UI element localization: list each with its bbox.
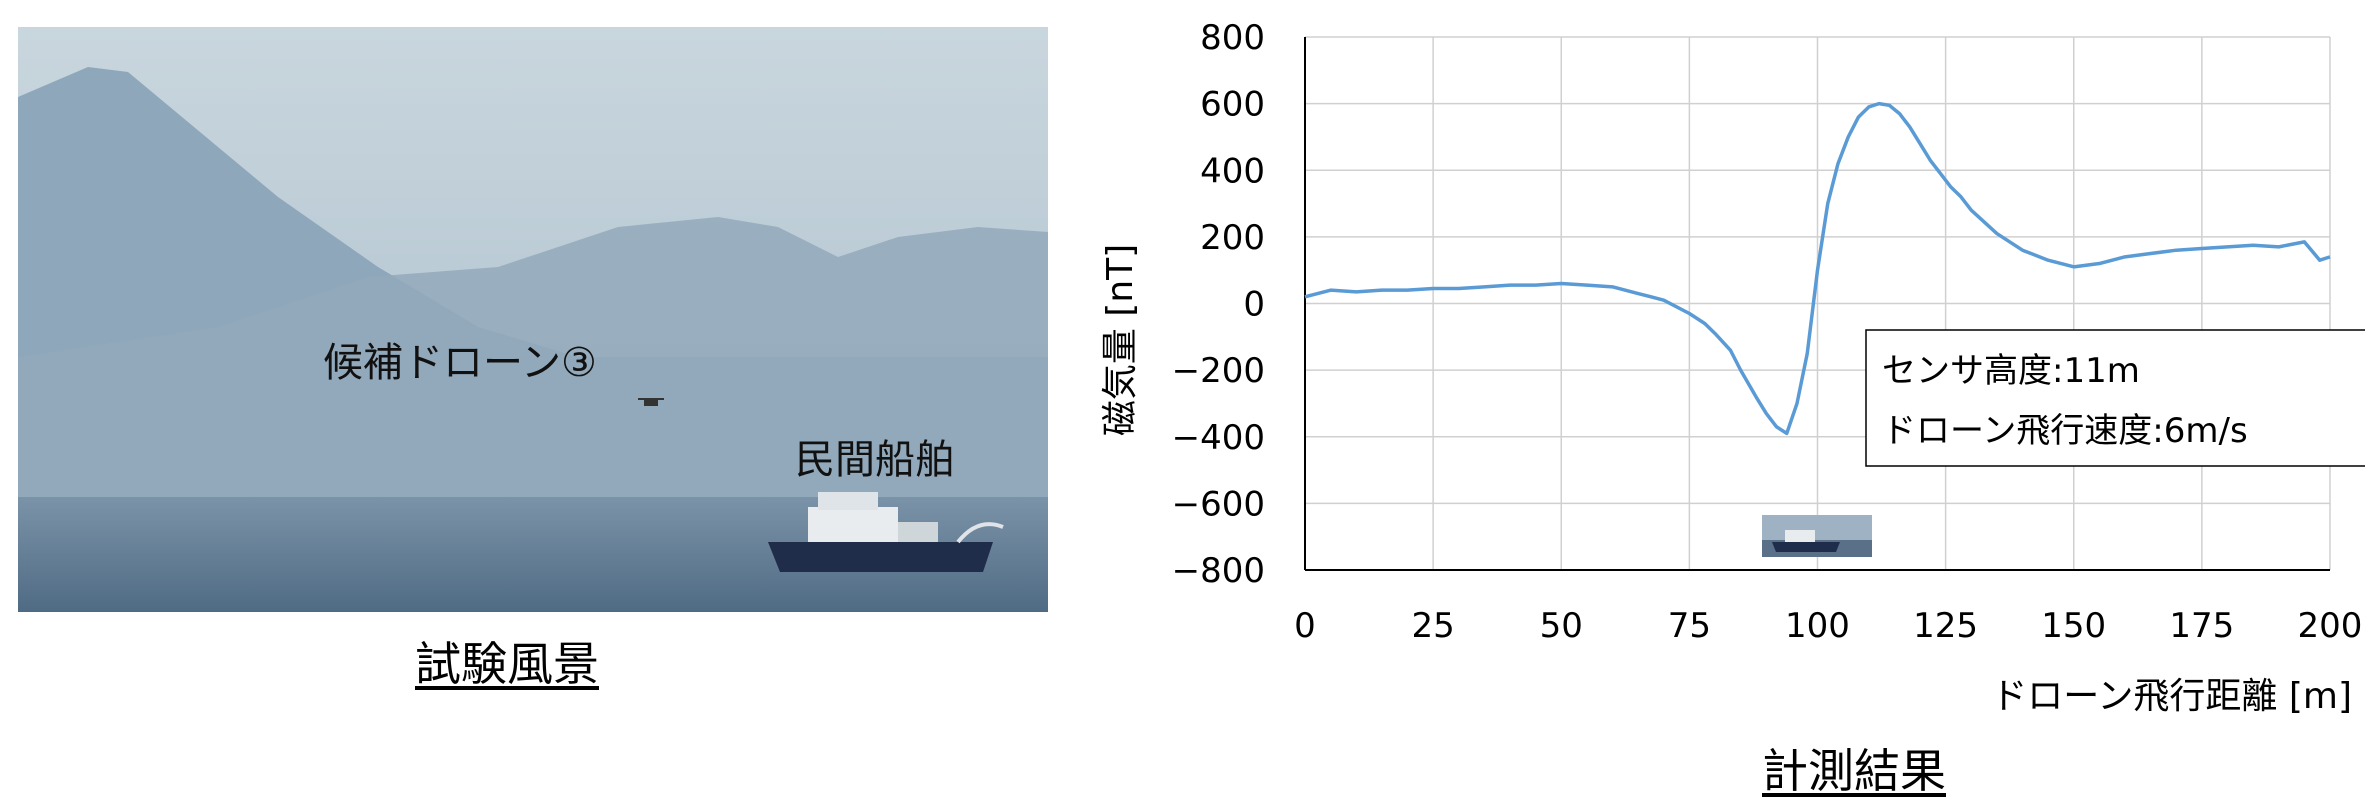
drone-label: 候補ドローン③ (323, 340, 597, 386)
annotation-sensor-height: センサ高度:11m (1882, 351, 2140, 391)
y-axis-title: 磁気量 [nT] (1100, 244, 1141, 436)
y-tick-label: 600 (1200, 85, 1265, 125)
photo-caption: 試験風景 (415, 637, 599, 691)
x-tick-label: 125 (1913, 606, 1978, 646)
y-tick-label: −600 (1172, 484, 1265, 524)
test-scene-photo: 候補ドローン③ 民間船舶 (18, 27, 1048, 612)
x-tick-labels: 0 25 50 75 100 125 150 175 200 (1294, 606, 2362, 646)
y-tick-label: −800 (1172, 551, 1265, 591)
x-tick-label: 75 (1668, 606, 1711, 646)
y-tick-label: 0 (1243, 285, 1265, 325)
chart-plot (1304, 101, 2331, 436)
x-tick-label: 50 (1540, 606, 1583, 646)
annotation-box: センサ高度:11m ドローン飛行速度:6m/s (1865, 329, 2365, 467)
y-tick-label: 200 (1200, 218, 1265, 258)
photo-scene (18, 27, 1048, 612)
y-tick-label: 800 (1200, 18, 1265, 58)
x-axis-title: ドローン飛行距離 [m] (1991, 676, 2352, 717)
y-tick-label: −200 (1172, 351, 1265, 391)
chart-grid (1304, 36, 2331, 571)
drone-icon (638, 398, 664, 406)
chart-caption: 計測結果 (1762, 744, 1946, 798)
ship-icon (768, 492, 1004, 572)
x-tick-label: 200 (2298, 606, 2363, 646)
x-tick-label: 100 (1785, 606, 1850, 646)
x-tick-label: 0 (1294, 606, 1316, 646)
x-tick-label: 25 (1411, 606, 1454, 646)
y-tick-label: −400 (1172, 418, 1265, 458)
y-tick-labels: 800 600 400 200 0 −200 −400 −600 −800 (1172, 18, 1265, 591)
series-line (1304, 101, 2331, 436)
x-tick-label: 150 (2041, 606, 2106, 646)
x-tick-label: 175 (2169, 606, 2234, 646)
annotation-flight-speed: ドローン飛行速度:6m/s (1882, 411, 2248, 451)
ship-thumbnail-icon (1762, 515, 1872, 557)
y-tick-label: 400 (1200, 151, 1265, 191)
ship-label: 民間船舶 (795, 437, 955, 483)
